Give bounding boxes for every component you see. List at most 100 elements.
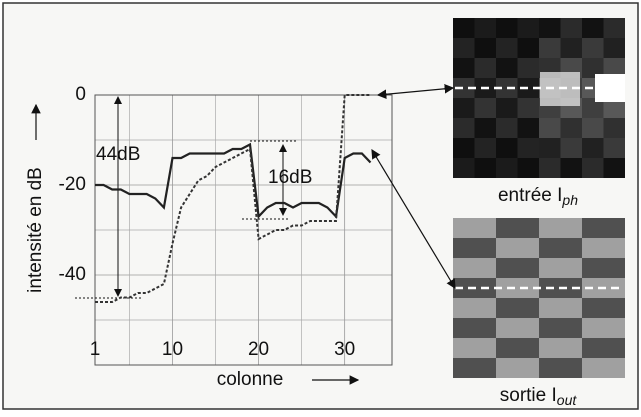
image-cell bbox=[582, 38, 604, 58]
image-cell bbox=[518, 358, 540, 378]
image-cell bbox=[475, 158, 497, 178]
image-cell bbox=[496, 98, 518, 118]
image-cell bbox=[475, 138, 497, 158]
image-cell bbox=[453, 38, 475, 58]
image-cell bbox=[539, 338, 561, 358]
image-cell bbox=[475, 238, 497, 258]
image-cell bbox=[453, 358, 475, 378]
image-cell bbox=[518, 218, 540, 238]
image-cell bbox=[453, 318, 475, 338]
x-tick-label: 10 bbox=[162, 339, 183, 360]
image-cell bbox=[561, 38, 583, 58]
image-cell bbox=[518, 138, 540, 158]
x-axis-label: colonne bbox=[217, 369, 284, 390]
image-cell bbox=[539, 298, 561, 318]
annotation: 44dB bbox=[96, 144, 140, 165]
image-cell bbox=[475, 98, 497, 118]
figure: 44dB 16dB intensité en dB colonne entrée… bbox=[0, 0, 641, 412]
image-cell bbox=[496, 238, 518, 258]
image-cell bbox=[582, 238, 604, 258]
x-tick-label: 30 bbox=[334, 339, 355, 360]
image-cell bbox=[561, 218, 583, 238]
image-cell bbox=[496, 258, 518, 278]
x-tick-label: 20 bbox=[248, 339, 269, 360]
image-cell bbox=[539, 218, 561, 238]
image-cell bbox=[475, 58, 497, 78]
image-cell bbox=[518, 18, 540, 38]
image-cell bbox=[582, 298, 604, 318]
image-cell bbox=[604, 158, 626, 178]
image-cell bbox=[453, 138, 475, 158]
image-cell bbox=[453, 118, 475, 138]
image-cell bbox=[582, 218, 604, 238]
image-cell bbox=[475, 118, 497, 138]
image-cell bbox=[561, 258, 583, 278]
image-cell bbox=[518, 318, 540, 338]
image-cell bbox=[475, 218, 497, 238]
image-cell bbox=[496, 298, 518, 318]
image-cell bbox=[561, 158, 583, 178]
image-cell bbox=[582, 158, 604, 178]
image-cell bbox=[539, 118, 561, 138]
image-cell bbox=[604, 238, 626, 258]
image-cell bbox=[475, 258, 497, 278]
image-cell bbox=[518, 98, 540, 118]
image-cell bbox=[561, 298, 583, 318]
y-tick-label: -40 bbox=[59, 264, 86, 285]
image-cell bbox=[561, 238, 583, 258]
image-cell bbox=[496, 218, 518, 238]
image-cell bbox=[453, 158, 475, 178]
image-cell bbox=[604, 138, 626, 158]
image-cell bbox=[539, 38, 561, 58]
image-cell bbox=[518, 38, 540, 58]
annotation: 16dB bbox=[268, 167, 312, 188]
image-cell bbox=[475, 358, 497, 378]
image-cell bbox=[496, 118, 518, 138]
image-cell bbox=[518, 118, 540, 138]
image-cell bbox=[582, 358, 604, 378]
image-cell bbox=[604, 358, 626, 378]
image-cell bbox=[604, 38, 626, 58]
image-cell bbox=[453, 338, 475, 358]
image-cell bbox=[518, 298, 540, 318]
image-cell bbox=[475, 298, 497, 318]
image-cell bbox=[518, 338, 540, 358]
image-cell bbox=[604, 318, 626, 338]
image-input bbox=[453, 18, 625, 178]
image-cell bbox=[561, 118, 583, 138]
image-cell bbox=[582, 258, 604, 278]
image-cell bbox=[453, 18, 475, 38]
image-cell bbox=[604, 218, 626, 238]
image-cell bbox=[453, 58, 475, 78]
image-cell bbox=[604, 258, 626, 278]
image-cell bbox=[453, 238, 475, 258]
image-cell bbox=[539, 258, 561, 278]
image-cell bbox=[561, 18, 583, 38]
image-cell bbox=[582, 118, 604, 138]
image-cell bbox=[582, 338, 604, 358]
image-cell bbox=[453, 218, 475, 238]
image-cell bbox=[496, 158, 518, 178]
image-cell bbox=[475, 38, 497, 58]
image-cell bbox=[561, 338, 583, 358]
image-cell bbox=[539, 318, 561, 338]
image-cell bbox=[582, 138, 604, 158]
y-tick-label: 0 bbox=[75, 84, 86, 105]
image-cell bbox=[582, 318, 604, 338]
image-cell bbox=[453, 298, 475, 318]
image-cell bbox=[561, 138, 583, 158]
image-cell bbox=[539, 358, 561, 378]
image-cell bbox=[604, 18, 626, 38]
image-cell bbox=[539, 158, 561, 178]
image-cell bbox=[561, 318, 583, 338]
image-cell bbox=[496, 58, 518, 78]
image-cell bbox=[539, 138, 561, 158]
image-cell bbox=[475, 318, 497, 338]
image-cell bbox=[496, 138, 518, 158]
image-cell bbox=[496, 18, 518, 38]
image-cell bbox=[604, 298, 626, 318]
image-output bbox=[453, 218, 625, 378]
image-cell bbox=[518, 58, 540, 78]
image-cell bbox=[496, 318, 518, 338]
image-cell bbox=[518, 158, 540, 178]
